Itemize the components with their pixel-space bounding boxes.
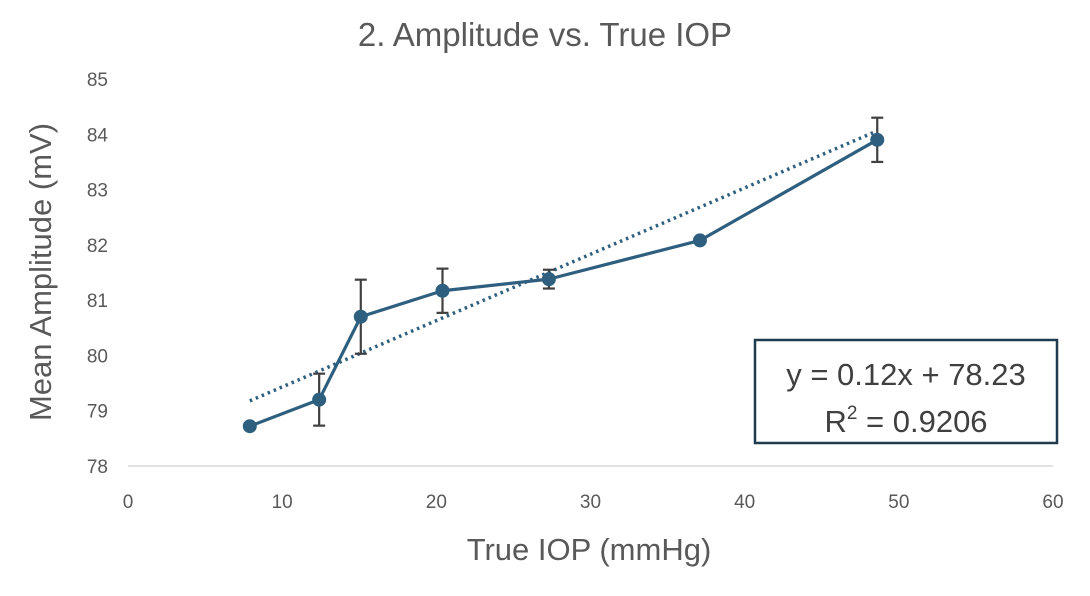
data-point (435, 283, 450, 298)
trendline-equation: y = 0.12x + 78.23 (786, 357, 1026, 392)
y-tick-label: 84 (87, 125, 109, 146)
data-point (870, 132, 885, 147)
data-point (353, 309, 368, 324)
y-tick-label: 85 (87, 70, 108, 91)
x-tick-label: 10 (272, 492, 293, 513)
chart-title: 2. Amplitude vs. True IOP (358, 16, 732, 53)
x-axis-label: True IOP (mmHg) (467, 532, 712, 567)
x-tick-label: 30 (580, 492, 601, 513)
data-point (692, 233, 707, 248)
equation-box-border (753, 338, 1059, 445)
equation-box: y = 0.12x + 78.23 R2 = 0.9206 (753, 338, 1059, 445)
y-axis-label: Mean Amplitude (mV) (23, 123, 58, 421)
x-tick-label: 60 (1042, 492, 1063, 513)
y-tick-label: 82 (87, 236, 108, 257)
data-point (242, 419, 257, 434)
y-axis-ticks: 78 79 80 81 82 83 84 85 (87, 70, 109, 478)
y-tick-label: 78 (87, 457, 108, 478)
r-squared-label: R2 = 0.9206 (824, 403, 987, 439)
y-tick-label: 79 (87, 402, 108, 423)
y-tick-label: 83 (87, 181, 108, 202)
data-points (242, 132, 885, 434)
x-axis-ticks: 0 10 20 30 40 50 60 (123, 492, 1064, 513)
x-tick-label: 20 (426, 492, 447, 513)
x-tick-label: 0 (123, 492, 134, 513)
y-tick-label: 81 (87, 291, 108, 312)
data-point (541, 272, 556, 287)
data-point (312, 392, 327, 407)
x-tick-label: 50 (888, 492, 909, 513)
y-tick-label: 80 (87, 346, 108, 367)
x-tick-label: 40 (734, 492, 755, 513)
